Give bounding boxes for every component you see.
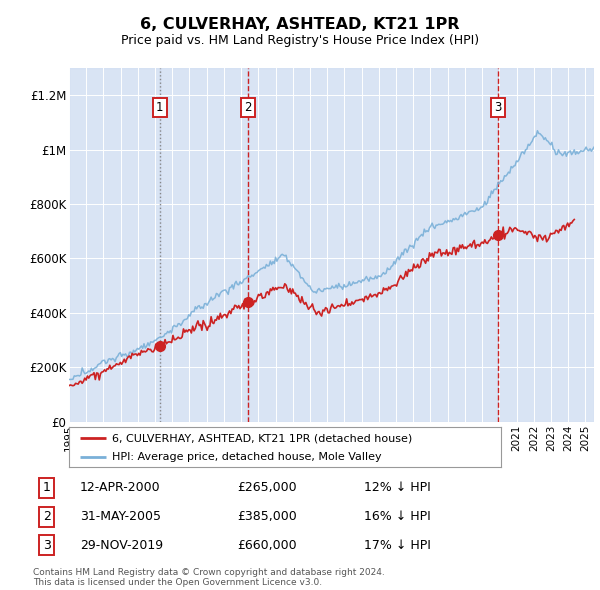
- Bar: [160, 68, 248, 422]
- Text: 6, CULVERHAY, ASHTEAD, KT21 1PR: 6, CULVERHAY, ASHTEAD, KT21 1PR: [140, 17, 460, 31]
- Text: Price paid vs. HM Land Registry's House Price Index (HPI): Price paid vs. HM Land Registry's House …: [121, 34, 479, 47]
- Text: 3: 3: [43, 539, 51, 552]
- Text: 1: 1: [43, 481, 51, 494]
- Text: 3: 3: [494, 101, 502, 114]
- Bar: [69, 68, 160, 422]
- Bar: [498, 68, 594, 422]
- Text: 1: 1: [156, 101, 164, 114]
- Text: Contains HM Land Registry data © Crown copyright and database right 2024.
This d: Contains HM Land Registry data © Crown c…: [33, 568, 385, 587]
- Text: 2: 2: [43, 510, 51, 523]
- Text: £265,000: £265,000: [237, 481, 297, 494]
- Text: 2: 2: [245, 101, 252, 114]
- Text: £385,000: £385,000: [237, 510, 297, 523]
- Text: £660,000: £660,000: [237, 539, 297, 552]
- Bar: [248, 68, 498, 422]
- Text: 31-MAY-2005: 31-MAY-2005: [80, 510, 161, 523]
- Text: HPI: Average price, detached house, Mole Valley: HPI: Average price, detached house, Mole…: [112, 453, 382, 462]
- Text: 29-NOV-2019: 29-NOV-2019: [80, 539, 163, 552]
- Text: 17% ↓ HPI: 17% ↓ HPI: [364, 539, 431, 552]
- Text: 6, CULVERHAY, ASHTEAD, KT21 1PR (detached house): 6, CULVERHAY, ASHTEAD, KT21 1PR (detache…: [112, 434, 412, 444]
- Text: 12-APR-2000: 12-APR-2000: [80, 481, 161, 494]
- Text: 12% ↓ HPI: 12% ↓ HPI: [364, 481, 431, 494]
- Text: 16% ↓ HPI: 16% ↓ HPI: [364, 510, 431, 523]
